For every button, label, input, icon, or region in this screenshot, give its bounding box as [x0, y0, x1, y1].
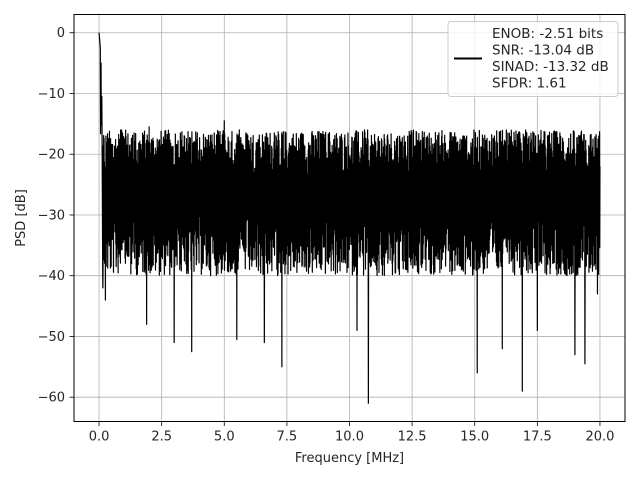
legend-entry-line: SNR: -13.04 dB — [492, 43, 594, 59]
legend-entry-line: SINAD: -13.32 dB — [492, 59, 609, 75]
x-tick-label: 12.5 — [398, 430, 427, 445]
x-tick-label: 2.5 — [151, 430, 172, 445]
y-tick-label: −10 — [38, 87, 65, 102]
y-tick-label: −50 — [38, 330, 65, 345]
x-tick-label: 7.5 — [277, 430, 298, 445]
x-tick-label: 0.0 — [89, 430, 110, 445]
x-tick-label: 20.0 — [585, 430, 614, 445]
legend-entry-line: ENOB: -2.51 bits — [492, 26, 603, 42]
x-axis-label: Frequency [MHz] — [295, 451, 404, 466]
x-tick-label: 5.0 — [214, 430, 235, 445]
y-tick-label: 0 — [57, 26, 65, 41]
y-tick-label: −20 — [38, 148, 65, 163]
legend-entry-line: SFDR: 1.61 — [492, 76, 567, 92]
psd-series-line — [98, 32, 601, 404]
y-tick-label: −60 — [38, 391, 65, 406]
y-axis-label: PSD [dB] — [14, 189, 29, 247]
x-tick-label: 15.0 — [460, 430, 489, 445]
y-tick-label: −40 — [38, 269, 65, 284]
x-tick-label: 10.0 — [335, 430, 364, 445]
legend-box — [447, 21, 619, 97]
x-tick-label: 17.5 — [523, 430, 552, 445]
y-tick-label: −30 — [38, 208, 65, 223]
ticks: 0.0 2.5 5.0 7.5 10.0 12.5 15.0 17.5 20.0 0 −10 −20 −… — [38, 26, 615, 444]
plot-area — [98, 32, 601, 404]
